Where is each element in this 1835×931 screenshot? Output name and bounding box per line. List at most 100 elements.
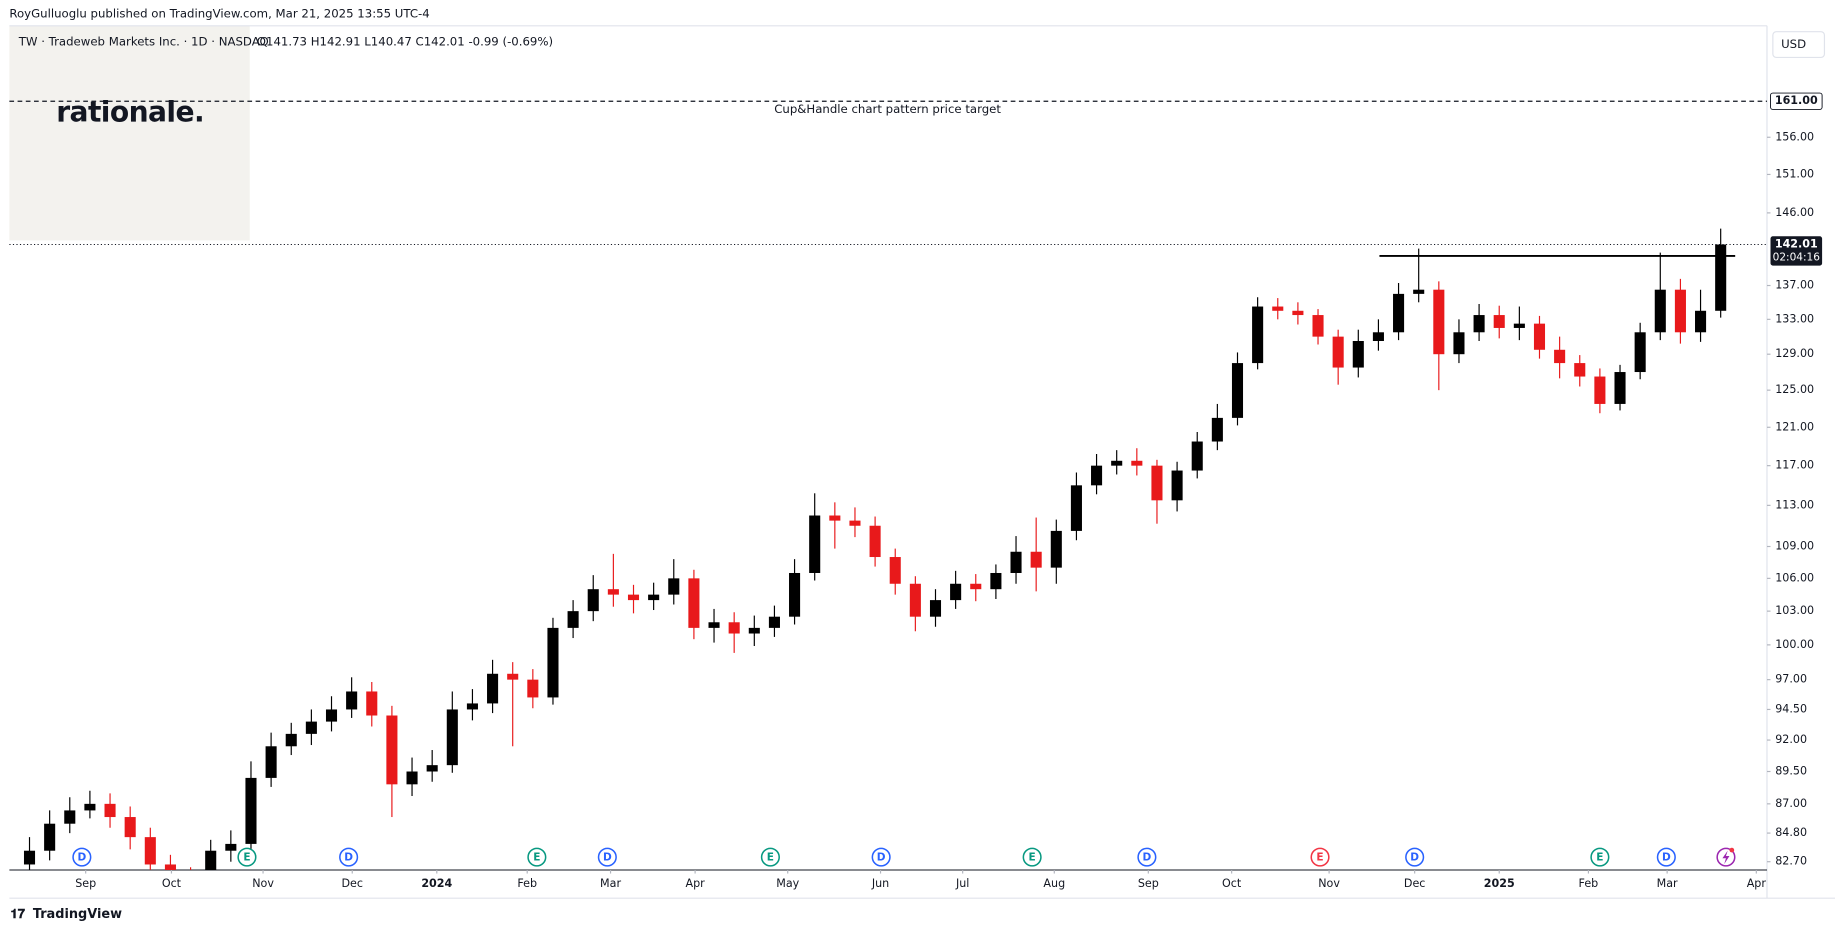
last-price-label: 142.01 bbox=[1775, 238, 1818, 251]
target-tag bbox=[1770, 92, 1823, 110]
candle-body bbox=[426, 765, 438, 772]
candle-body bbox=[869, 525, 881, 558]
candle-body bbox=[849, 520, 861, 526]
y-tick-label: 125.00 bbox=[1775, 383, 1814, 396]
x-tick-label: Oct bbox=[1222, 877, 1242, 890]
footer-logo: 𝟏𝟕 TradingView bbox=[11, 907, 123, 922]
x-tick-label: Jun bbox=[871, 877, 889, 890]
x-tick-label: Dec bbox=[1404, 877, 1426, 890]
event-marker[interactable] bbox=[760, 847, 780, 867]
candle-body bbox=[1030, 551, 1042, 568]
candle-body bbox=[990, 572, 1002, 590]
currency[interactable]: USD bbox=[1781, 37, 1806, 51]
candle-body bbox=[1513, 323, 1525, 328]
candle-body bbox=[587, 589, 599, 612]
logo-mark: 𝟏𝟕 bbox=[11, 907, 26, 922]
y-tick-label: 103.00 bbox=[1775, 604, 1814, 617]
event-marker[interactable] bbox=[72, 847, 92, 867]
y-tick-label: 82.70 bbox=[1775, 855, 1807, 868]
candle-body bbox=[1413, 289, 1425, 294]
candle-body bbox=[1191, 441, 1203, 471]
candle-body bbox=[205, 850, 217, 871]
candle-body bbox=[1674, 289, 1686, 333]
event-marker[interactable] bbox=[1656, 847, 1676, 867]
x-tick-label: Nov bbox=[252, 877, 274, 890]
y-tick-label: 100.00 bbox=[1775, 638, 1814, 651]
candle-body bbox=[567, 611, 579, 628]
candle-body bbox=[346, 691, 358, 710]
ohlc-info: O141.73 H142.91 L140.47 C142.01 -0.99 (-… bbox=[257, 35, 553, 49]
candle-body bbox=[446, 709, 458, 766]
candle-body bbox=[1252, 306, 1264, 364]
candle-body bbox=[1292, 310, 1304, 316]
candle-body bbox=[1111, 460, 1123, 466]
event-label: E bbox=[1596, 852, 1603, 864]
x-tick-label: Oct bbox=[162, 877, 182, 890]
y-tick-label: 89.50 bbox=[1775, 765, 1807, 778]
event-marker[interactable] bbox=[1022, 847, 1042, 867]
candle-body bbox=[1574, 363, 1586, 377]
candle-body bbox=[1654, 289, 1666, 333]
candle-body bbox=[607, 589, 619, 595]
candle-body bbox=[84, 803, 96, 811]
candle-body bbox=[245, 777, 257, 844]
event-label: E bbox=[1029, 852, 1036, 864]
candle-body bbox=[104, 803, 116, 818]
y-tick-label: 146.00 bbox=[1775, 206, 1814, 219]
y-tick-label: 106.00 bbox=[1775, 571, 1814, 584]
x-tick-label: Apr bbox=[685, 877, 705, 890]
x-tick-label: Mar bbox=[1657, 877, 1678, 890]
y-tick-label: 109.00 bbox=[1775, 540, 1814, 553]
alert-icon[interactable] bbox=[1716, 847, 1736, 867]
candle-body bbox=[748, 627, 760, 634]
event-marker[interactable] bbox=[1310, 847, 1330, 867]
candle-body bbox=[1554, 349, 1566, 364]
candle-body bbox=[1372, 332, 1384, 342]
event-label: E bbox=[533, 852, 540, 864]
x-tick-label: Feb bbox=[517, 877, 537, 890]
event-marker[interactable] bbox=[1590, 847, 1610, 867]
candle-body bbox=[1614, 372, 1626, 404]
candle-body bbox=[1352, 341, 1364, 368]
candle-body bbox=[708, 622, 720, 628]
event-marker[interactable] bbox=[1137, 847, 1157, 867]
y-tick-label: 117.00 bbox=[1775, 459, 1814, 472]
candle-body bbox=[1070, 485, 1082, 531]
event-marker[interactable] bbox=[527, 847, 547, 867]
candle-body bbox=[466, 703, 478, 710]
candle-body bbox=[547, 627, 559, 698]
event-marker[interactable] bbox=[339, 847, 359, 867]
candle-body bbox=[688, 578, 700, 628]
plot-area bbox=[23, 228, 1727, 871]
candle-body bbox=[1473, 315, 1485, 333]
candle-body bbox=[1211, 417, 1223, 442]
currency-button[interactable] bbox=[1772, 31, 1826, 59]
candle-body bbox=[1393, 293, 1405, 333]
event-marker[interactable] bbox=[871, 847, 891, 867]
candle-body bbox=[64, 810, 76, 824]
candle-body bbox=[265, 746, 277, 778]
candle-body bbox=[487, 673, 499, 704]
y-tick-label: 151.00 bbox=[1775, 167, 1814, 180]
published-note: RoyGulluoglu published on TradingView.co… bbox=[9, 7, 429, 21]
candle-body bbox=[829, 515, 841, 521]
candle-body bbox=[305, 721, 317, 734]
event-marker[interactable] bbox=[237, 847, 257, 867]
candle-body bbox=[950, 583, 962, 601]
x-tick-label: Jul bbox=[955, 877, 969, 890]
countdown-label: 02:04:16 bbox=[1773, 251, 1821, 263]
candle-body bbox=[366, 691, 378, 716]
y-tick-label: 137.00 bbox=[1775, 279, 1814, 292]
x-tick-label: Mar bbox=[600, 877, 621, 890]
y-tick-label: 97.00 bbox=[1775, 673, 1807, 686]
candle-body bbox=[970, 583, 982, 590]
candle-body bbox=[1171, 470, 1183, 501]
candle-body bbox=[285, 733, 297, 747]
watermark-box bbox=[9, 25, 250, 241]
event-marker[interactable] bbox=[597, 847, 617, 867]
event-marker[interactable] bbox=[1405, 847, 1425, 867]
candle-body bbox=[648, 594, 660, 601]
candle-body bbox=[1332, 336, 1344, 368]
